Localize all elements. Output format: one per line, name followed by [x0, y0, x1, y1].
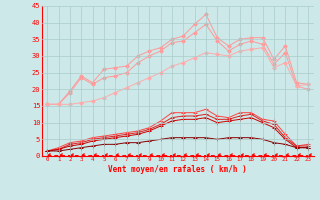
X-axis label: Vent moyen/en rafales ( km/h ): Vent moyen/en rafales ( km/h ) [108, 165, 247, 174]
